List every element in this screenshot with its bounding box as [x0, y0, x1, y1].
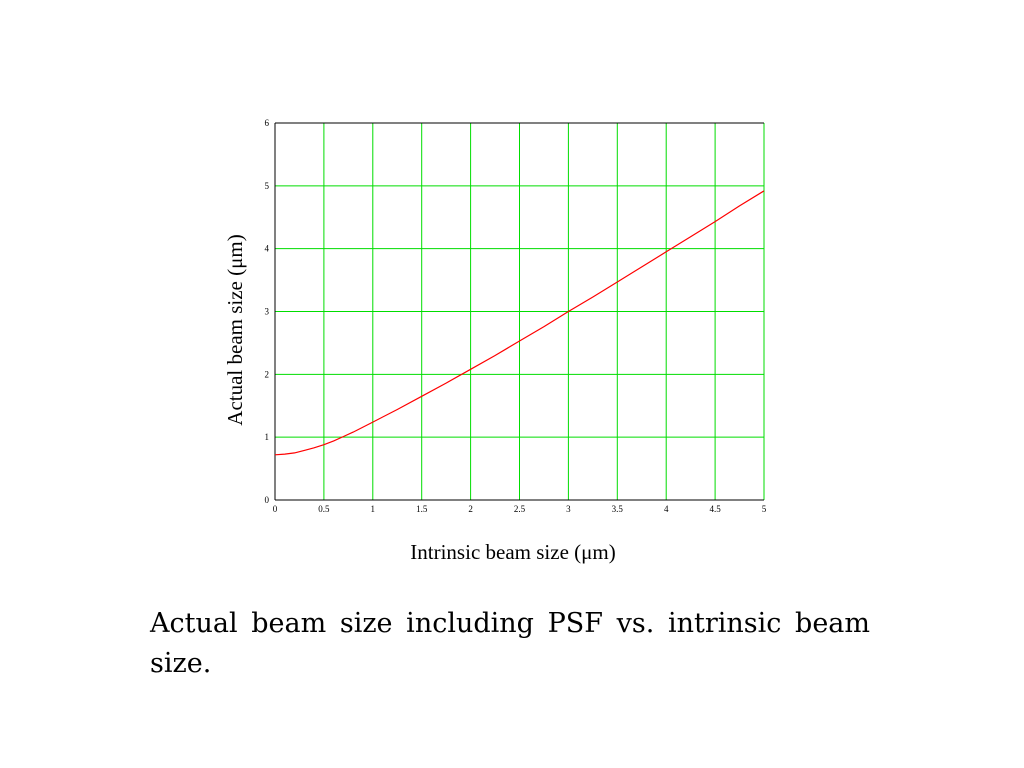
axes	[274, 122, 764, 501]
y-tick-label: 2	[265, 369, 270, 379]
x-axis-title: Intrinsic beam size (μm)	[410, 540, 615, 564]
x-tick-label: 0.5	[318, 504, 330, 514]
series-line	[274, 190, 765, 456]
grid	[275, 122, 765, 500]
x-tick-label: 2.5	[514, 504, 526, 514]
y-tick-label: 1	[265, 432, 270, 442]
y-tick-label: 5	[265, 181, 270, 191]
x-tick-label: 1	[371, 504, 376, 514]
y-tick-label: 6	[265, 118, 270, 128]
series-layer	[274, 190, 765, 456]
tick-labels: 0 0.5 1 1.5 2 2.5 3 3.5 4 4.5 5 0 1 2 3 4 5 6	[265, 118, 767, 514]
x-tick-label: 4	[664, 504, 669, 514]
x-tick-label: 1.5	[416, 504, 428, 514]
chart: 0 0.5 1 1.5 2 2.5 3 3.5 4 4.5 5 0 1 2 3 4 5 6 Actual beam…	[223, 118, 767, 564]
x-tick-label: 0	[273, 504, 278, 514]
y-axis-title: Actual beam size (μm)	[223, 234, 247, 425]
x-tick-label: 2	[468, 504, 473, 514]
x-tick-label: 3	[566, 504, 571, 514]
x-tick-label: 3.5	[612, 504, 624, 514]
y-tick-label: 4	[265, 244, 270, 254]
slide-caption: Actual beam size including PSF vs. intri…	[150, 608, 870, 679]
y-tick-label: 0	[265, 495, 270, 505]
x-tick-label: 4.5	[709, 504, 721, 514]
x-tick-label: 5	[762, 504, 767, 514]
y-tick-label: 3	[265, 307, 270, 317]
